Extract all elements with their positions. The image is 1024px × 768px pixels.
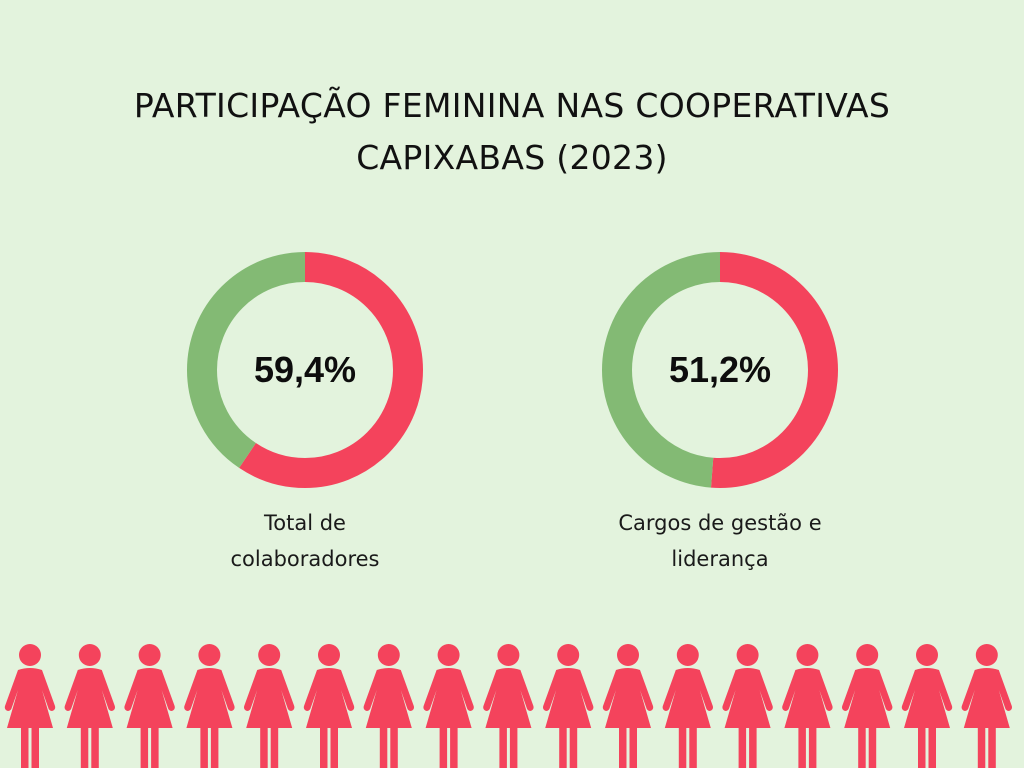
woman-figure-icon xyxy=(842,644,893,768)
donut-slice-management-remainder xyxy=(602,252,838,488)
center-label-management: 51,2% xyxy=(668,349,772,390)
caption-total-line-2: colaboradores xyxy=(230,547,380,571)
donut-chart-total: 59,4% xyxy=(185,250,425,490)
woman-figure-icon xyxy=(901,644,953,768)
women-figures-row xyxy=(0,640,1024,768)
woman-figure-icon xyxy=(662,644,713,768)
woman-figure-icon xyxy=(363,644,414,768)
caption-management-line-2: liderança xyxy=(671,547,769,571)
donut-svg-total xyxy=(187,252,423,488)
title-line-1: PARTICIPAÇÃO FEMININA NAS COOPERATIVAS xyxy=(133,86,891,125)
chart-title: PARTICIPAÇÃO FEMININA NAS COOPERATIVAS C… xyxy=(0,80,1024,184)
woman-figure-icon xyxy=(483,644,534,768)
woman-figure-icon xyxy=(64,644,115,768)
caption-total: Total de colaboradores xyxy=(155,505,455,577)
donut-svg-management xyxy=(602,252,838,488)
caption-management-line-1: Cargos de gestão e xyxy=(618,511,822,535)
donut-slice-total-remainder xyxy=(187,252,423,488)
center-label-total: 59,4% xyxy=(253,349,357,390)
caption-management: Cargos de gestão e liderança xyxy=(570,505,870,577)
woman-figure-icon xyxy=(543,644,594,768)
donut-chart-management: 51,2% xyxy=(600,250,840,490)
woman-figure-icon xyxy=(602,644,654,768)
woman-figure-icon xyxy=(782,644,833,768)
woman-figure-icon xyxy=(4,644,56,768)
woman-figure-icon xyxy=(722,644,773,768)
woman-figure-icon xyxy=(124,644,175,768)
woman-figure-icon xyxy=(423,644,474,768)
women-figures-svg xyxy=(4,644,1012,768)
woman-figure-icon xyxy=(303,644,355,768)
woman-figure-icon xyxy=(244,644,295,768)
woman-figure-icon xyxy=(961,644,1012,768)
title-line-2: CAPIXABAS (2023) xyxy=(356,138,668,177)
woman-figure-icon xyxy=(184,644,235,768)
caption-total-line-1: Total de xyxy=(264,511,346,535)
